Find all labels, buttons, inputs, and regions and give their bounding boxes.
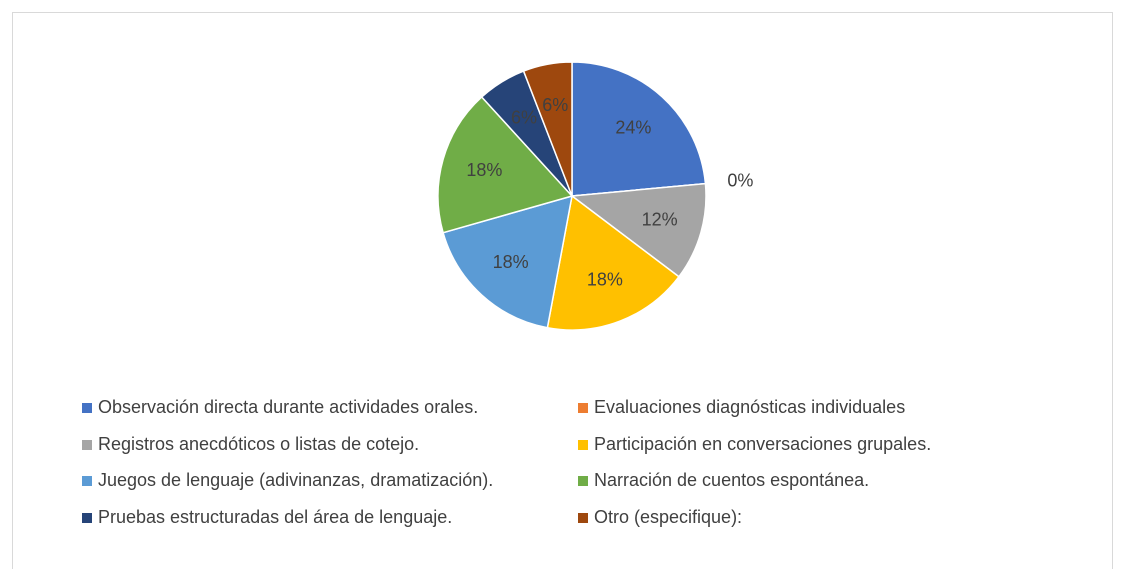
data-label: 18% (493, 252, 529, 272)
legend-label: Juegos de lenguaje (adivinanzas, dramati… (98, 470, 493, 490)
legend-label: Observación directa durante actividades … (98, 397, 478, 417)
legend-label: Otro (especifique): (594, 507, 742, 527)
pie-slice (570, 182, 707, 278)
pie-slice (571, 61, 707, 197)
legend-swatch (578, 403, 588, 413)
data-label: 18% (466, 160, 502, 180)
data-label: 6% (542, 95, 568, 115)
pie-slice (437, 95, 574, 234)
legend-swatch (82, 476, 92, 486)
data-label: 24% (615, 117, 651, 137)
legend-label: Registros anecdóticos o listas de cotejo… (98, 434, 419, 454)
pie-slice (442, 194, 573, 329)
legend-label: Participación en conversaciones grupales… (594, 434, 931, 454)
legend-label: Narración de cuentos espontánea. (594, 470, 869, 490)
legend-swatch (82, 440, 92, 450)
data-label: 12% (642, 210, 678, 230)
legend-label: Pruebas estructuradas del área de lengua… (98, 507, 452, 527)
legend-swatch (578, 513, 588, 523)
legend-swatch (578, 476, 588, 486)
legend-label: Evaluaciones diagnósticas individuales (594, 397, 905, 417)
legend-swatch (578, 440, 588, 450)
data-label: 0% (727, 170, 753, 190)
pie-slice (546, 194, 680, 331)
legend-swatch (82, 513, 92, 523)
data-label: 6% (511, 107, 537, 127)
pie-slice (522, 61, 573, 197)
legend-swatch (82, 403, 92, 413)
data-label: 18% (587, 270, 623, 290)
